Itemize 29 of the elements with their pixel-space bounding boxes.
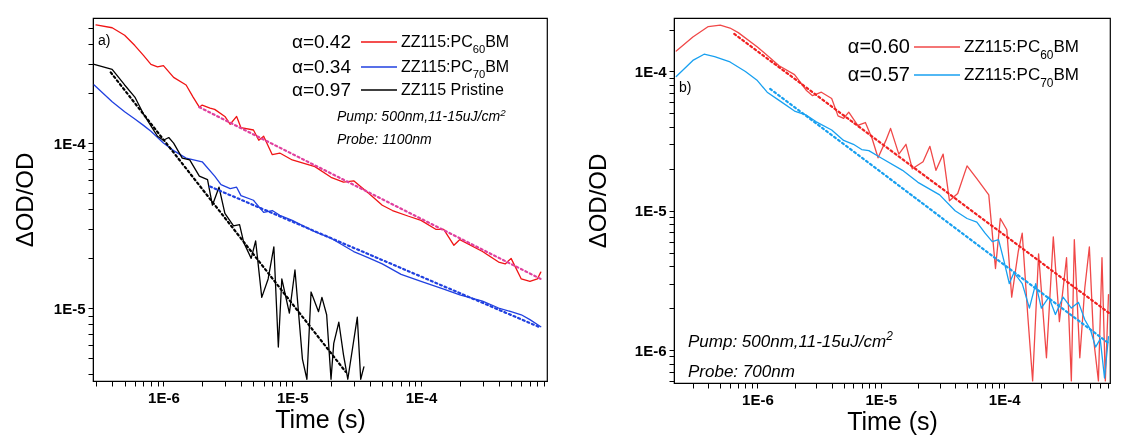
y-tick-label: 1E-4 <box>634 62 668 80</box>
legend-label: ZZ115:PC$_{70}$BM <box>401 58 510 80</box>
x-axis-title: Time (s) <box>847 406 938 435</box>
annotation: b) <box>679 79 692 95</box>
annotation: α=0.34 <box>291 56 352 77</box>
y-tick-label: 1E-5 <box>634 202 667 220</box>
annotation: α=0.97 <box>291 79 351 100</box>
annotation: α=0.57 <box>847 63 910 85</box>
annotation: α=0.60 <box>847 35 910 57</box>
legend-label: ZZ115:PC$_{70}$BM <box>964 65 1079 90</box>
annotation: Probe: 1100nm <box>337 131 433 147</box>
x-tick-label: 1E-5 <box>865 390 898 408</box>
annotation: a) <box>98 32 111 48</box>
annotation: Pump: 500nm,11-15uJ/cm$^{2}$ <box>337 106 507 124</box>
x-axis-title: Time (s) <box>275 404 366 433</box>
y-tick-label: 1E-6 <box>634 341 667 359</box>
annotation: Pump: 500nm,11-15uJ/cm$^{2}$ <box>688 329 894 351</box>
x-tick-label: 1E-4 <box>405 388 439 406</box>
annotation: Probe: 700nm <box>688 362 795 381</box>
legend-label: ZZ115:PC$_{60}$BM <box>401 33 510 55</box>
legend-label: ZZ115 Pristine <box>401 81 504 98</box>
x-tick-label: 1E-5 <box>276 388 309 406</box>
x-tick-label: 1E-6 <box>148 388 180 406</box>
legend-label: ZZ115:PC$_{60}$BM <box>964 37 1079 62</box>
y-axis-title: ΔOD/OD <box>10 152 38 248</box>
annotation: α=0.42 <box>291 31 351 52</box>
x-tick-label: 1E-6 <box>742 390 774 408</box>
y-axis-title: ΔOD/OD <box>583 153 611 249</box>
x-tick-label: 1E-4 <box>988 390 1022 408</box>
